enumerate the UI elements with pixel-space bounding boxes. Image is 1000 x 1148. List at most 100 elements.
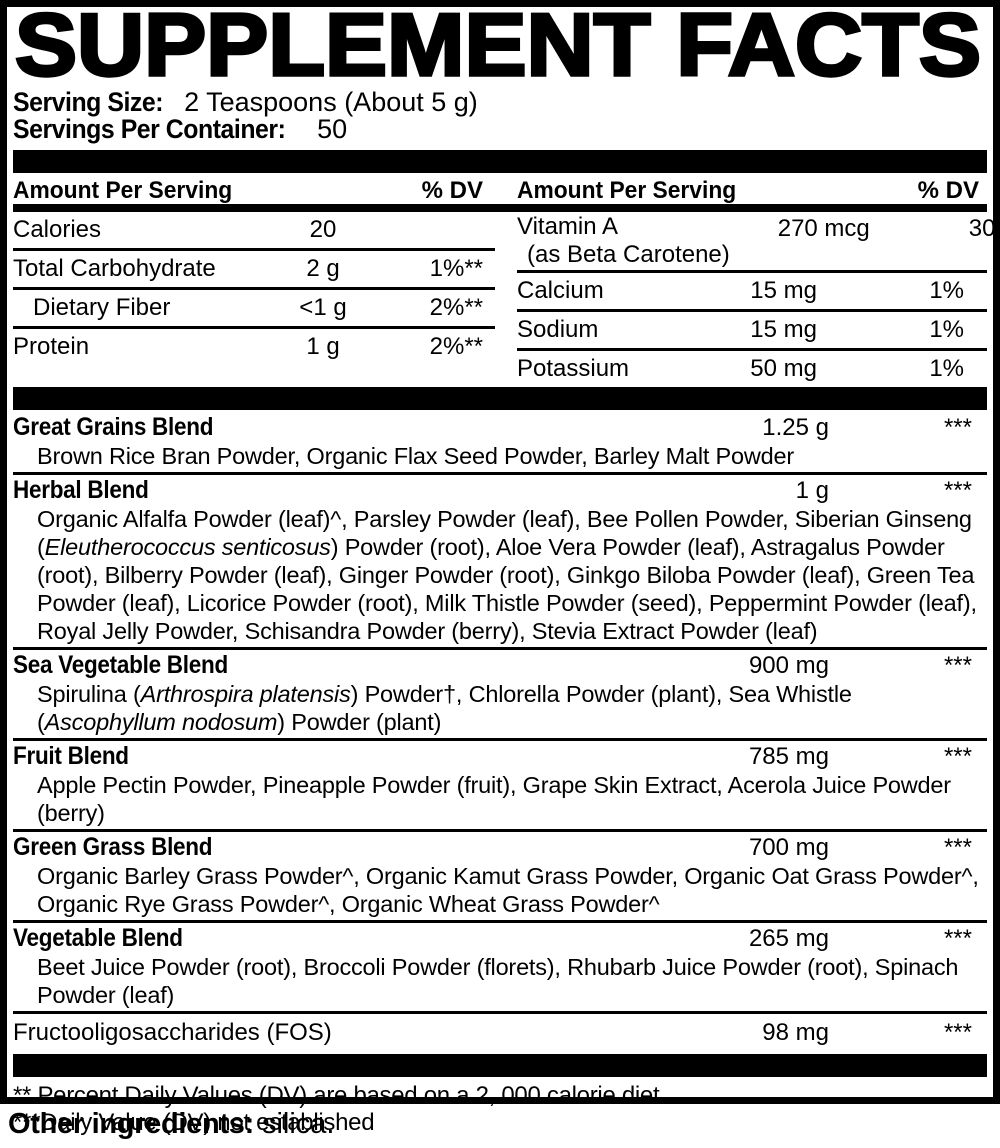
nutrient-name-text: Sodium	[517, 316, 599, 343]
dv-header-left: % DV	[421, 177, 483, 204]
blend-ingredients: Apple Pectin Powder, Pineapple Powder (f…	[13, 771, 987, 829]
nutrient-name: Vitamin A (as Beta Carotene)	[517, 213, 730, 269]
left-column-header: Amount Per Serving % DV	[13, 177, 495, 204]
blend-header: Sea Vegetable Blend 900 mg ***	[13, 650, 987, 680]
blend-name: Fructooligosaccharides (FOS)	[13, 1019, 332, 1046]
table-row: Sodium 15 mg 1%	[517, 312, 987, 351]
panel-title: SUPPLEMENT FACTS	[15, 9, 981, 89]
blend-dv: ***	[943, 925, 972, 952]
blend-section: Fructooligosaccharides (FOS) 98 mg ***	[13, 1014, 987, 1054]
nutrient-name-text: Calories	[13, 216, 102, 243]
blend-name: Fruit Blend	[13, 742, 129, 770]
blend-dv: ***	[943, 743, 972, 770]
blend-header: Fructooligosaccharides (FOS) 98 mg ***	[13, 1014, 987, 1054]
blend-amount: 700 mg	[748, 834, 829, 861]
nutrient-amount: <1 g	[299, 294, 347, 321]
ingredient-text: Organic Barley Grass Powder^, Organic Ka…	[37, 863, 979, 917]
serving-size-value: 2 Teaspoons (About 5 g)	[184, 87, 478, 117]
nutrient-dv: 1%	[929, 355, 964, 382]
ingredient-text: Organic Alfalfa Powder (leaf)^, Parsley …	[37, 506, 972, 560]
blend-amount: 98 mg	[762, 1019, 829, 1046]
blend-section: Vegetable Blend 265 mg *** Beet Juice Po…	[13, 923, 987, 1014]
nutrient-name-text: Potassium	[517, 355, 630, 382]
footnote: ** Percent Daily Values (DV) are based o…	[13, 1082, 660, 1109]
nutrient-name: Calories	[13, 216, 263, 244]
blend-amount: 900 mg	[748, 652, 829, 679]
serving-size-label: Serving Size:	[13, 87, 164, 117]
latin-name: Arthrospira platensis	[140, 681, 351, 707]
nutrient-name: Potassium	[517, 355, 677, 383]
separator-bar-middle	[13, 387, 987, 410]
ingredient-text: Beet Juice Powder (root), Broccoli Powde…	[37, 954, 959, 1008]
ingredient-text: ) Powder (plant)	[277, 709, 442, 735]
right-column-header: Amount Per Serving % DV	[517, 177, 987, 204]
other-ingredients-line: Other ingredients: silica.	[8, 1108, 334, 1140]
nutrient-name-text: Dietary Fiber	[33, 294, 171, 321]
blend-name: Vegetable Blend	[13, 924, 183, 952]
servings-per-container-label: Servings Per Container:	[13, 114, 286, 144]
ingredient-text: Apple Pectin Powder, Pineapple Powder (f…	[37, 772, 951, 826]
latin-name: Ascophyllum nodosum	[44, 709, 278, 735]
nutrient-amount: 1 g	[306, 333, 340, 360]
separator-bar-bottom	[13, 1054, 987, 1077]
blend-section: Great Grains Blend 1.25 g *** Brown Rice…	[13, 412, 987, 475]
footnote: ***Daily Value (DV) not established	[13, 1109, 375, 1136]
servings-per-container-value: 50	[317, 114, 348, 144]
nutrient-amount: 270 mcg	[777, 215, 870, 242]
other-ingredients-value: silica.	[261, 1108, 335, 1140]
blend-header: Herbal Blend 1 g ***	[13, 475, 987, 505]
blend-header: Fruit Blend 785 mg ***	[13, 741, 987, 771]
nutrient-dv: 2%**	[429, 294, 483, 321]
blend-amount: 785 mg	[748, 743, 829, 770]
nutrient-dv: 1%	[929, 277, 964, 304]
nutrient-dv: 30%	[968, 215, 1000, 242]
nutrient-amount: 20	[309, 216, 337, 243]
panel-title-wrap: SUPPLEMENT FACTS	[13, 0, 987, 96]
nutrient-amount: 50 mg	[750, 355, 817, 382]
separator-bar-top	[13, 150, 987, 173]
blend-name: Sea Vegetable Blend	[13, 651, 228, 679]
nutrient-amount: 15 mg	[750, 316, 817, 343]
blend-dv: ***	[943, 834, 972, 861]
table-row: Vitamin A (as Beta Carotene) 270 mcg 30%	[517, 212, 1000, 273]
nutrient-amount: 2 g	[306, 255, 340, 282]
nutrient-amount: 15 mg	[750, 277, 817, 304]
ingredient-text: Spirulina (	[37, 681, 141, 707]
blend-header: Vegetable Blend 265 mg ***	[13, 923, 987, 953]
blend-amount: 1.25 g	[762, 414, 829, 441]
blend-ingredients: Organic Alfalfa Powder (leaf)^, Parsley …	[13, 505, 987, 647]
nutrient-name: Protein	[13, 333, 263, 361]
blend-name: Great Grains Blend	[13, 413, 214, 441]
table-row: Calories 20	[13, 212, 495, 251]
nutrient-name-text: Calcium	[517, 277, 604, 304]
nutrient-dv: 1%**	[429, 255, 483, 282]
nutrient-dv: 1%	[929, 316, 964, 343]
panel-title-svg: SUPPLEMENT FACTS	[13, 0, 982, 96]
amount-per-serving-header-left: Amount Per Serving	[13, 177, 233, 204]
blend-ingredients: Spirulina (Arthrospira platensis) Powder…	[13, 680, 987, 738]
nutrient-name: Total Carbohydrate	[13, 255, 263, 283]
ingredient-text: ) Powder†, Chlorella Powder (plant), Sea…	[37, 681, 852, 735]
blend-header: Great Grains Blend 1.25 g ***	[13, 412, 987, 442]
blend-amount: 1 g	[795, 477, 829, 504]
nutrition-table-right: Vitamin A (as Beta Carotene) 270 mcg 30%…	[517, 212, 1000, 387]
nutrient-name: Dietary Fiber	[13, 294, 263, 322]
blend-name: Green Grass Blend	[13, 833, 213, 861]
latin-name: Eleutherococcus senticosus	[44, 534, 331, 560]
nutrient-name-subtext: (as Beta Carotene)	[527, 241, 730, 268]
serving-size-line: Serving Size: 2 Teaspoons (About 5 g)	[13, 89, 987, 116]
blend-ingredients: Brown Rice Bran Powder, Organic Flax See…	[13, 442, 987, 472]
ingredient-text: ) Powder (root), Aloe Vera Powder (leaf)…	[37, 534, 977, 644]
dv-header-right: % DV	[917, 177, 979, 204]
blend-ingredients: Beet Juice Powder (root), Broccoli Powde…	[13, 953, 987, 1011]
blend-section: Fruit Blend 785 mg *** Apple Pectin Powd…	[13, 741, 987, 832]
table-row: Protein 1 g 2%**	[13, 329, 495, 365]
table-row: Potassium 50 mg 1%	[517, 351, 987, 387]
amount-per-serving-header-right: Amount Per Serving	[517, 177, 737, 204]
blend-section: Green Grass Blend 700 mg *** Organic Bar…	[13, 832, 987, 923]
blend-section: Herbal Blend 1 g *** Organic Alfalfa Pow…	[13, 475, 987, 650]
blend-dv: ***	[943, 477, 972, 504]
blend-header: Green Grass Blend 700 mg ***	[13, 832, 987, 862]
footnotes: ** Percent Daily Values (DV) are based o…	[13, 1077, 987, 1136]
